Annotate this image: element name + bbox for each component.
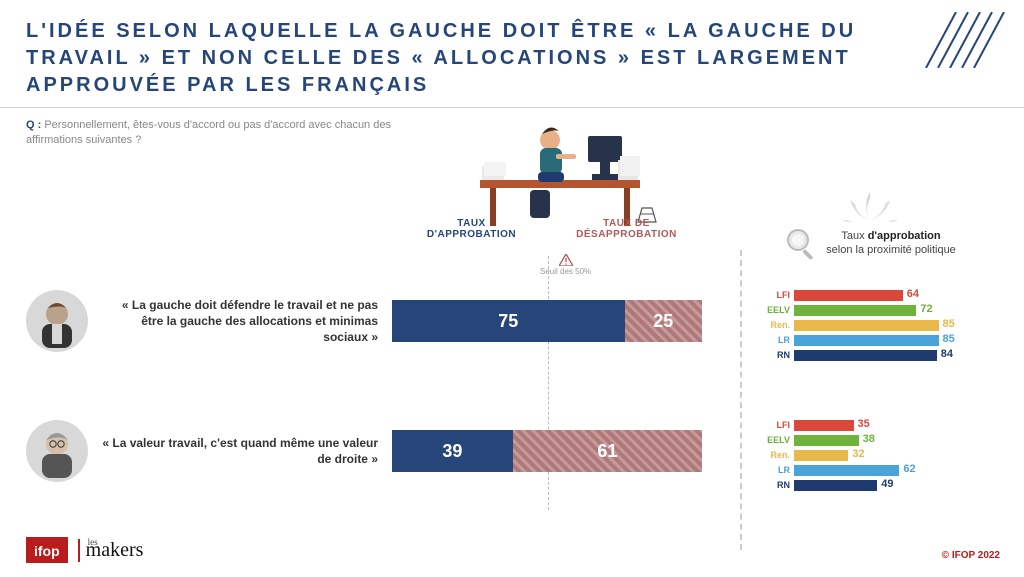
party-label: LFI	[760, 290, 794, 300]
party-label: Ren.	[760, 320, 794, 330]
party-label: LR	[760, 335, 794, 345]
mini-chart-2: LFI 35 EELV 38 Ren. 32 LR 62 RN 49	[760, 418, 990, 493]
mini-bar-row: RN 49	[760, 478, 990, 492]
party-value: 62	[903, 463, 915, 475]
party-value: 64	[907, 288, 919, 300]
header: L'IDÉE SELON LAQUELLE LA GAUCHE DOIT ÊTR…	[0, 0, 1024, 108]
party-bar	[794, 480, 877, 491]
mini-bar-row: Ren. 85	[760, 318, 990, 332]
mini-bar-row: LR 62	[760, 463, 990, 477]
party-bar	[794, 465, 899, 476]
question-body: Personnellement, êtes-vous d'accord ou p…	[26, 119, 391, 146]
party-value: 32	[852, 448, 864, 460]
party-bar	[794, 420, 854, 431]
col-disapprove: TAUX DE DÉSAPPROBATION	[549, 218, 704, 240]
desk-illustration	[460, 110, 660, 230]
party-bar	[794, 290, 903, 301]
column-headers: TAUX D'APPROBATION TAUX DE DÉSAPPROBATIO…	[394, 218, 704, 240]
party-bar	[794, 435, 859, 446]
party-label: LR	[760, 465, 794, 475]
right-panel: Taux d'approbation selon la proximité po…	[740, 190, 1000, 266]
avatar-1	[26, 290, 88, 352]
mini-chart-1: LFI 64 EELV 72 Ren. 85 LR 85 RN 84	[760, 288, 990, 363]
party-value: 85	[943, 318, 955, 330]
party-bar	[794, 335, 939, 346]
stacked-bar-2: 39 61	[392, 430, 702, 472]
ifop-logo: ifop	[26, 537, 68, 563]
party-label: EELV	[760, 305, 794, 315]
avatar-2	[26, 420, 88, 482]
mini-bar-row: RN 84	[760, 348, 990, 362]
decorative-hatch	[916, 12, 1006, 68]
party-bar	[794, 350, 937, 361]
party-label: LFI	[760, 420, 794, 430]
makers-logo: les makers	[78, 539, 144, 562]
party-label: RN	[760, 350, 794, 360]
quote-2: « La valeur travail, c'est quand même un…	[102, 435, 378, 467]
magnifier-icon	[784, 226, 818, 260]
party-value: 85	[943, 333, 955, 345]
mini-bar-row: LFI 64	[760, 288, 990, 302]
dashed-divider	[740, 250, 742, 550]
party-label: EELV	[760, 435, 794, 445]
hemicycle-icon	[830, 190, 910, 222]
mini-bar-row: LFI 35	[760, 418, 990, 432]
party-value: 38	[863, 433, 875, 445]
party-bar	[794, 305, 916, 316]
party-value: 49	[881, 478, 893, 490]
right-panel-title: Taux d'approbation selon la proximité po…	[826, 229, 956, 258]
mini-bar-row: LR 85	[760, 333, 990, 347]
mini-bar-row: Ren. 32	[760, 448, 990, 462]
bar-1-approve: 75	[392, 300, 625, 342]
quote-1: « La gauche doit défendre le travail et …	[102, 297, 378, 346]
mini-bar-row: EELV 72	[760, 303, 990, 317]
statement-row-1: « La gauche doit défendre le travail et …	[26, 290, 716, 352]
warning-icon	[559, 254, 573, 266]
mini-bar-row: EELV 38	[760, 433, 990, 447]
party-label: Ren.	[760, 450, 794, 460]
bar-2-approve: 39	[392, 430, 513, 472]
party-bar	[794, 450, 848, 461]
question-text: Q : Personnellement, êtes-vous d'accord …	[0, 108, 420, 148]
footer-logos: ifop les makers	[26, 537, 143, 563]
question-label: Q :	[26, 119, 41, 131]
statement-row-2: « La valeur travail, c'est quand même un…	[26, 420, 716, 482]
party-value: 84	[941, 348, 953, 360]
page-title: L'IDÉE SELON LAQUELLE LA GAUCHE DOIT ÊTR…	[26, 18, 906, 99]
stacked-bar-1: 75 25	[392, 300, 702, 342]
bar-1-disapprove: 25	[625, 300, 703, 342]
col-approve: TAUX D'APPROBATION	[394, 218, 549, 240]
party-value: 35	[858, 418, 870, 430]
copyright: © IFOP 2022	[942, 550, 1000, 561]
party-bar	[794, 320, 939, 331]
bar-2-disapprove: 61	[513, 430, 702, 472]
party-value: 72	[920, 303, 932, 315]
party-label: RN	[760, 480, 794, 490]
